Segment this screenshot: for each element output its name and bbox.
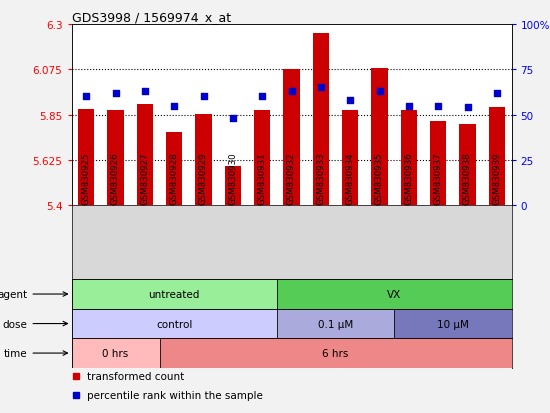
Point: [258, 94, 267, 100]
Point: [404, 103, 413, 109]
Text: control: control: [156, 319, 192, 329]
Text: 0.1 μM: 0.1 μM: [318, 319, 353, 329]
Text: 0 hrs: 0 hrs: [102, 348, 129, 358]
Bar: [107, 110, 124, 206]
Bar: [394, 309, 512, 339]
Point: [82, 94, 91, 100]
Bar: [254, 110, 270, 206]
Text: agent: agent: [0, 290, 68, 299]
Text: dose: dose: [3, 319, 68, 329]
Point: [287, 88, 296, 95]
Bar: [283, 70, 300, 206]
Text: transformed count: transformed count: [87, 371, 184, 381]
Point: [199, 94, 208, 100]
Point: [170, 103, 179, 109]
Bar: [277, 309, 394, 339]
Bar: [72, 309, 277, 339]
Point: [434, 103, 443, 109]
Bar: [160, 339, 512, 368]
Text: percentile rank within the sample: percentile rank within the sample: [87, 390, 263, 400]
Bar: [225, 167, 241, 206]
Point: [346, 97, 355, 104]
Bar: [489, 107, 505, 206]
Text: GDS3998 / 1569974_x_at: GDS3998 / 1569974_x_at: [72, 11, 230, 24]
Bar: [459, 124, 476, 206]
Point: [140, 88, 149, 95]
Point: [492, 90, 501, 97]
Point: [111, 90, 120, 97]
Bar: [72, 280, 277, 309]
Text: 6 hrs: 6 hrs: [322, 348, 349, 358]
Bar: [195, 114, 212, 206]
Point: [375, 88, 384, 95]
Point: [316, 85, 325, 92]
Bar: [371, 69, 388, 206]
Text: untreated: untreated: [148, 290, 200, 299]
Text: time: time: [4, 348, 68, 358]
Text: VX: VX: [387, 290, 402, 299]
Bar: [72, 339, 160, 368]
Bar: [78, 109, 94, 206]
Text: 10 μM: 10 μM: [437, 319, 469, 329]
Bar: [430, 122, 446, 206]
Bar: [166, 133, 182, 206]
Bar: [277, 280, 512, 309]
Point: [463, 105, 472, 112]
Bar: [342, 110, 358, 206]
Bar: [401, 111, 417, 206]
Point: [228, 116, 237, 122]
Bar: [137, 104, 153, 206]
Bar: [313, 34, 329, 206]
